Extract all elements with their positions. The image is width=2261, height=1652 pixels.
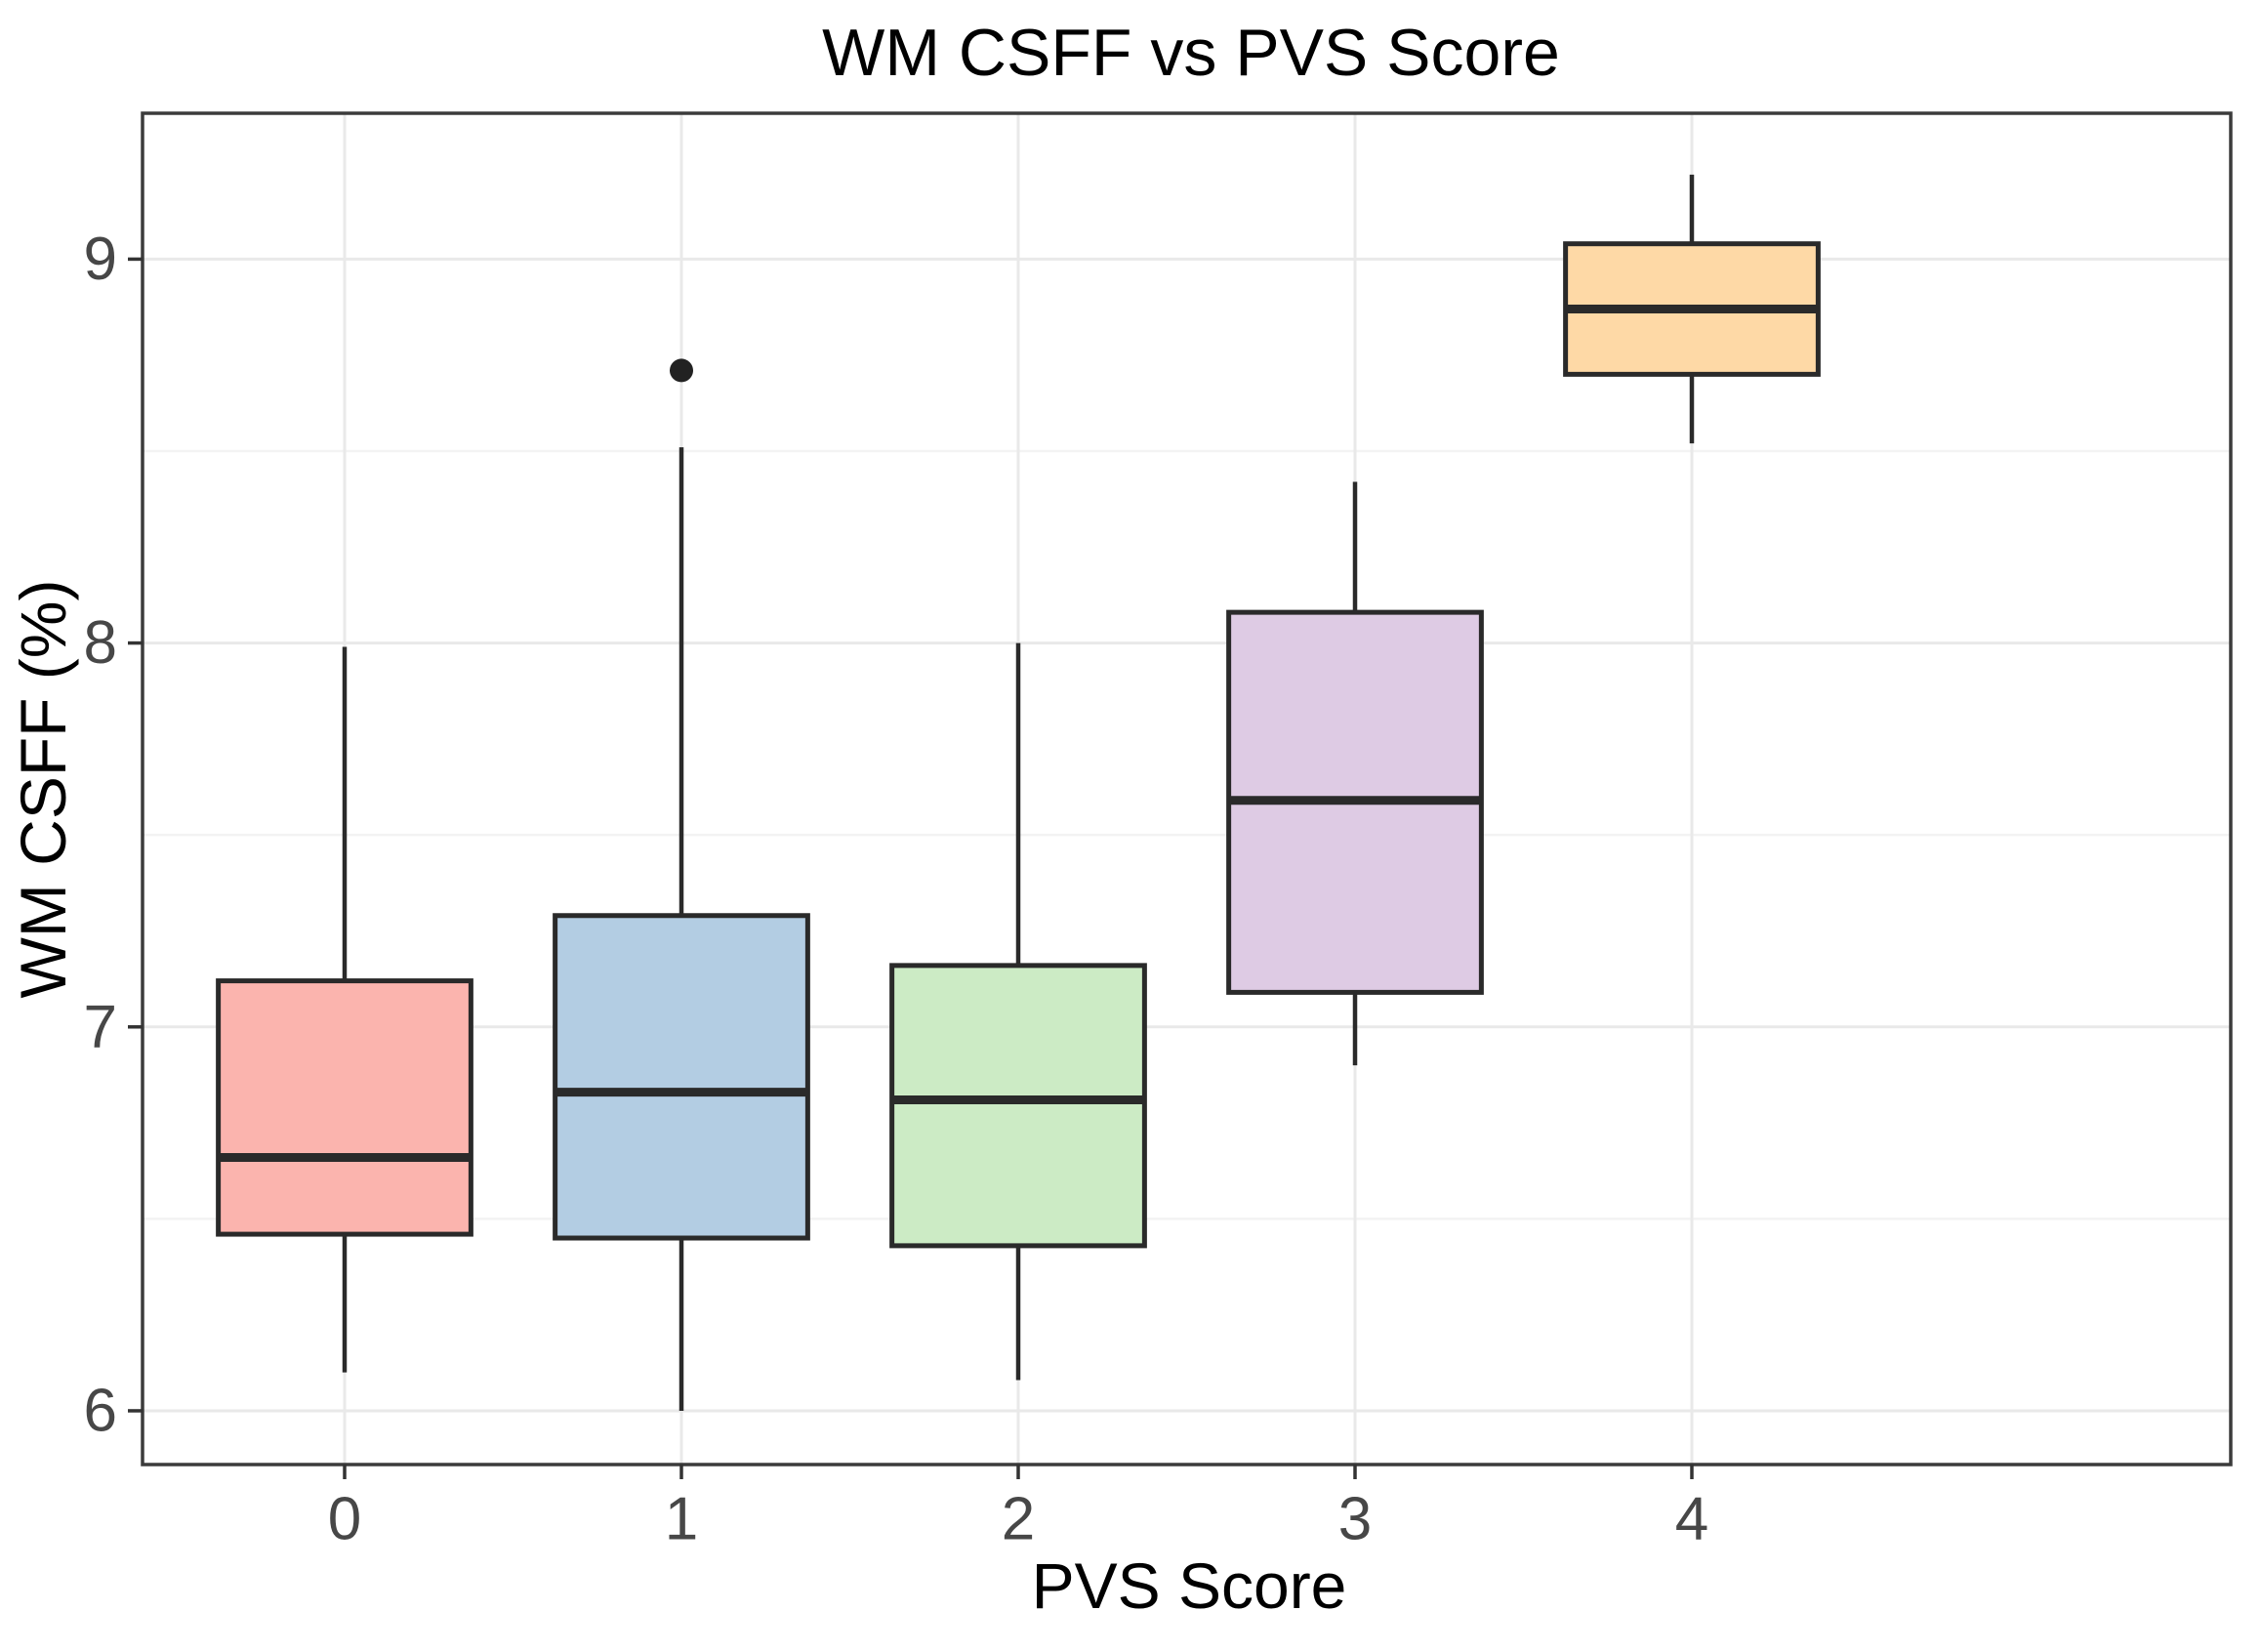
x-tick-label: 4 (1675, 1486, 1708, 1553)
boxplot-3 (1226, 481, 1484, 1066)
boxplot-2 (889, 642, 1147, 1381)
panel-border (141, 111, 2233, 1466)
gridlines-major (143, 257, 2231, 1413)
gridlines-minor (143, 449, 2231, 1220)
y-tick-label: 8 (84, 609, 117, 677)
x-tick-label: 2 (1002, 1486, 1035, 1553)
boxes-group (216, 174, 1821, 1411)
axis-tick-marks (128, 257, 1694, 1479)
x-axis-title: PVS Score (1032, 1549, 1347, 1622)
box-iqr (889, 963, 1147, 1249)
y-tick-label: 6 (84, 1377, 117, 1444)
y-tick-label: 7 (84, 993, 117, 1060)
y-tick-label: 9 (84, 226, 117, 293)
chart-title: WM CSFF vs PVS Score (822, 16, 1560, 90)
boxplot-1 (553, 358, 810, 1411)
y-axis-title: WM CSFF (%) (7, 580, 79, 999)
outlier-point (670, 358, 693, 383)
x-tick-label: 3 (1338, 1486, 1372, 1553)
axis-tick-labels: 6 7 8 9 0 1 2 3 4 (84, 226, 1709, 1553)
x-tick-label: 1 (665, 1486, 698, 1553)
box-iqr (216, 978, 473, 1237)
box-iqr (553, 913, 810, 1241)
boxplot-0 (216, 646, 473, 1373)
boxplot-4 (1563, 174, 1821, 444)
x-tick-label: 0 (328, 1486, 361, 1553)
